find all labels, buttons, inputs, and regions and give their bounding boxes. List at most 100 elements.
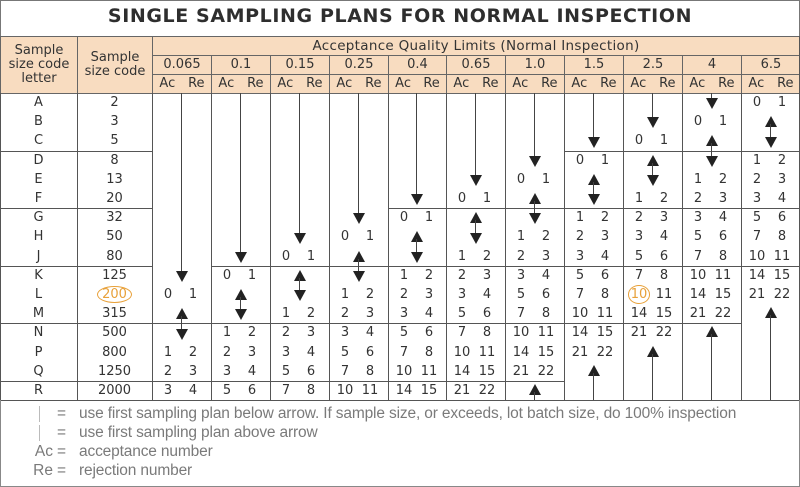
ac-value: 2 [752, 171, 762, 187]
re-value: 11 [478, 344, 496, 360]
arrow-up-icon [764, 307, 777, 319]
re-value: 11 [596, 306, 614, 322]
legend-text: use first sampling plan above arrow [79, 424, 318, 441]
ac-re-header: Ac Re [505, 74, 565, 94]
ac-value: 5 [634, 248, 644, 264]
ac-value: 1 [281, 306, 291, 322]
header-size-col: Sample size code [77, 36, 153, 94]
size-code-letter: E [34, 171, 43, 187]
ac-value: 2 [575, 229, 585, 245]
ac-label: Ac [453, 76, 470, 91]
re-label: Re [600, 76, 617, 91]
arrow-up-icon [293, 269, 306, 281]
legend-text: use first sampling plan below arrow. If … [79, 405, 737, 422]
ac-re-header: Ac Re [388, 74, 447, 94]
re-value: 11 [714, 267, 732, 283]
group-divider [564, 208, 623, 210]
arrow-up-icon [705, 326, 718, 338]
sample-size-value: 125 [102, 267, 127, 283]
re-value: 15 [537, 344, 555, 360]
arrow-up-icon [764, 116, 777, 128]
sample-size: 200 [77, 285, 152, 304]
re-value: 8 [600, 287, 610, 302]
re-value: 6 [424, 325, 434, 341]
ac-value: 3 [634, 229, 644, 245]
ac-value: 0 [575, 152, 585, 168]
ac-value: 5 [281, 363, 291, 379]
sample-size: 20 [77, 189, 152, 208]
sample-size-value: 13 [106, 171, 123, 187]
ac-label: Ac [395, 76, 411, 91]
arrow-down-icon [469, 175, 482, 186]
arrow-up-line [651, 353, 653, 401]
aql-header: 0.65 [446, 55, 506, 75]
arrow-down-line [416, 93, 418, 198]
ac-value: 21 [689, 306, 707, 322]
aql-header: 0.15 [270, 55, 330, 75]
legend-text: rejection number [79, 462, 193, 479]
re-value: 22 [478, 383, 496, 398]
re-label: Re [365, 76, 382, 91]
arrow-up-icon [528, 193, 541, 204]
arrow-down-icon [293, 290, 306, 302]
re-value: 11 [420, 363, 438, 379]
re-value: 8 [777, 229, 787, 245]
legend-equals: = [57, 424, 67, 441]
ac-value: 1 [457, 248, 467, 264]
ac-re-header: Ac Re [682, 74, 742, 94]
arrow-down-icon [234, 251, 247, 263]
re-label: Re [423, 76, 440, 91]
ac-label: Ac [277, 76, 294, 91]
column-divider [388, 93, 389, 401]
ac-value: 3 [457, 287, 467, 302]
ac-label: Ac [336, 76, 353, 91]
arrow-up-icon [234, 289, 247, 300]
column-divider [623, 93, 624, 401]
sample-size: 5 [77, 131, 152, 150]
size-code-letter: R [33, 383, 44, 398]
size-code-letter: N [33, 325, 44, 341]
aql-header: 0.25 [329, 55, 389, 75]
re-value: 8 [718, 248, 728, 264]
re-value: 2 [718, 171, 728, 187]
re-value: 2 [659, 191, 669, 206]
re-value: 4 [247, 363, 257, 379]
header-letter-col: Sample size code letter [0, 36, 78, 94]
ac-value: 14 [453, 363, 471, 379]
ac-value: 2 [634, 210, 644, 226]
ac-value: 21 [453, 383, 471, 398]
re-value: 22 [655, 325, 673, 341]
size-code-letter: B [34, 114, 43, 130]
ac-value: 7 [457, 325, 467, 341]
arrow-down-icon [175, 328, 188, 340]
size-code-letter: M [32, 306, 45, 322]
group-divider [0, 381, 152, 382]
ac-value: 7 [693, 248, 703, 264]
ac-value: 1 [752, 152, 762, 168]
re-value: 2 [541, 229, 551, 245]
ac-value: 5 [222, 383, 232, 398]
re-value: 8 [306, 383, 316, 398]
group-divider [564, 150, 623, 152]
ac-value: 3 [340, 325, 350, 341]
ac-value: 21 [512, 363, 530, 379]
arrow-down-line [298, 93, 300, 236]
re-value: 6 [482, 306, 492, 322]
legend-item: = use first sampling plan above arrow [1, 423, 800, 442]
re-value: 1 [188, 287, 198, 302]
arrow-down-icon [39, 406, 40, 422]
re-value: 15 [420, 383, 438, 398]
group-divider [0, 265, 152, 267]
ac-value: 1 [634, 191, 644, 206]
ac-value: 0 [516, 171, 526, 187]
group-divider [623, 265, 682, 267]
re-value: 6 [365, 344, 375, 360]
re-value: 1 [659, 133, 669, 149]
page-title: SINGLE SAMPLING PLANS FOR NORMAL INSPECT… [107, 5, 693, 27]
arrow-down-line [651, 93, 653, 121]
ac-re-header: Ac Re [329, 74, 389, 94]
group-divider [446, 381, 505, 382]
sample-size: 125 [77, 266, 152, 285]
re-value: 4 [600, 248, 610, 264]
